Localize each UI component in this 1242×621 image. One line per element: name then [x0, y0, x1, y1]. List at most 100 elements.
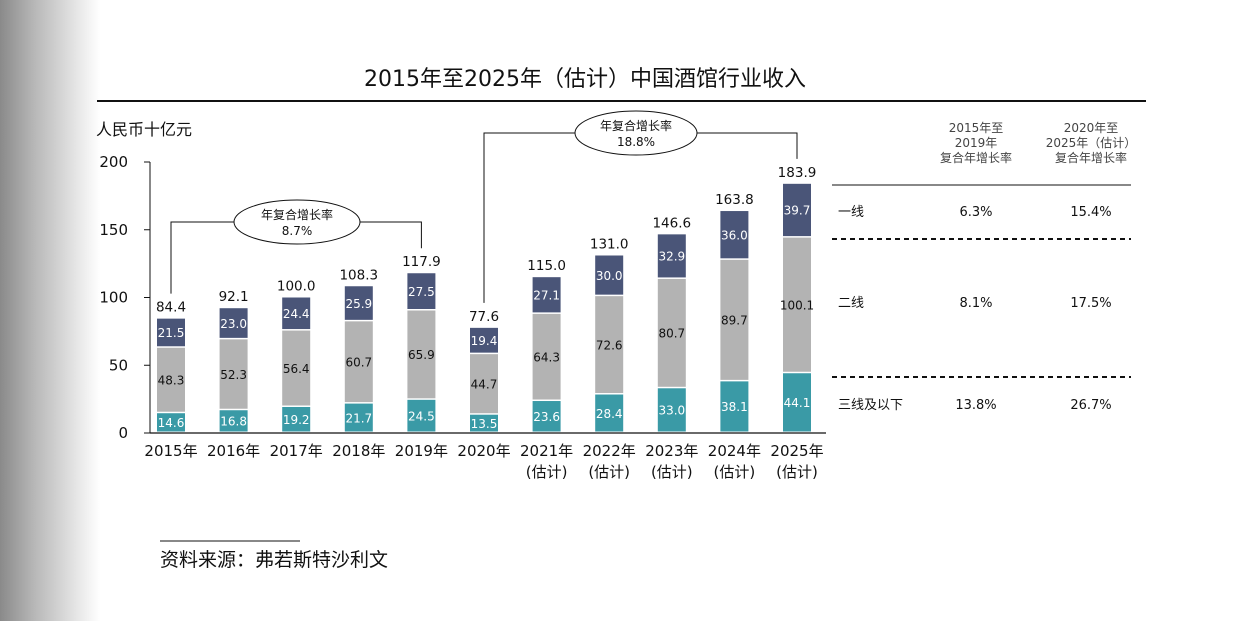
x-tick-label: 2025年	[770, 442, 823, 460]
bar-segment-tier1	[157, 318, 185, 347]
segment-value-label: 60.7	[345, 355, 372, 369]
segment-value-label: 21.5	[158, 326, 185, 340]
segment-value-label: 64.3	[533, 350, 560, 364]
bar-segment-tier3	[157, 413, 185, 432]
table-header-text: 2020年至	[1064, 121, 1119, 135]
x-tick-label: 2020年	[457, 442, 510, 460]
bar-segment-tier3	[657, 388, 686, 432]
x-tick-label: (估计)	[588, 463, 630, 481]
bar-total-label: 108.3	[339, 267, 378, 283]
bar-segment-tier1	[282, 297, 311, 330]
bar-segment-tier3	[470, 414, 498, 432]
table-row-label: 三线及以下	[838, 398, 903, 413]
cagr-bracket	[483, 132, 798, 303]
x-axis-labels: 2015年 2016年 2017年 2018年 2019年 2020年 2021年 (估计) 2…	[144, 442, 823, 481]
segment-value-label: 39.7	[784, 204, 811, 218]
bar-segment-tier1	[783, 183, 811, 237]
y-tick-label: 150	[99, 221, 128, 239]
table-cell: 26.7%	[1070, 398, 1111, 413]
cagr-callout-text: 年复合增长率	[261, 207, 333, 222]
segment-value-label: 52.3	[220, 368, 247, 382]
x-tick-label: (估计)	[714, 463, 756, 481]
segment-value-label: 19.4	[471, 334, 498, 348]
bar-segment-tier3	[282, 406, 311, 432]
bar-total-label: 163.8	[715, 192, 754, 208]
bar-segment-tier1	[219, 308, 248, 338]
segment-value-label: 19.2	[283, 413, 310, 427]
x-tick-label: 2024年	[708, 442, 761, 460]
bar-segment-tier3	[407, 399, 436, 432]
x-tick-label: 2015年	[144, 442, 197, 460]
bar-total-label: 77.6	[469, 309, 499, 325]
table-header-text: 2025年（估计）	[1046, 136, 1137, 150]
segment-value-label: 89.7	[721, 314, 748, 328]
table-header-text: 复合年增长率	[1055, 150, 1127, 165]
bar-total-label: 92.1	[219, 289, 249, 305]
segment-value-label: 24.5	[408, 409, 435, 423]
segment-value-label: 27.1	[533, 289, 560, 303]
bar-segment-tier2	[595, 296, 624, 394]
segment-value-label: 44.1	[784, 396, 811, 410]
x-tick-label: 2022年	[583, 442, 636, 460]
bar-segment-tier2	[720, 259, 749, 380]
y-tick-label: 0	[118, 424, 128, 442]
segment-value-label: 65.9	[408, 348, 435, 362]
segment-value-label: 56.4	[283, 362, 310, 376]
table-cell: 8.1%	[959, 296, 992, 311]
chart-title: 2015年至2025年（估计）中国酒馆行业收入	[364, 67, 806, 92]
x-tick-label: (估计)	[651, 463, 693, 481]
segment-value-label: 25.9	[345, 297, 372, 311]
x-tick-label: 2019年	[395, 442, 448, 460]
bar-segment-tier2	[407, 310, 436, 399]
cagr-annotations: 年复合增长率 8.7% 年复合增长率 18.8%	[170, 110, 798, 303]
bar-segment-tier1	[532, 277, 561, 313]
bar-segment-tier3	[532, 401, 561, 432]
bar-segment-tier2	[157, 347, 185, 412]
segment-value-label: 23.6	[533, 410, 560, 424]
bar-total-label: 115.0	[527, 258, 566, 274]
bar-segment-tier2	[783, 237, 811, 372]
segment-value-label: 13.5	[471, 417, 498, 431]
segment-value-label: 80.7	[658, 327, 685, 341]
bar-segment-tier2	[470, 354, 498, 414]
bars: 14.6 48.3 21.5 84.4 16.8 52.3 23.0 92.1 19.2 56.4…	[156, 165, 816, 432]
bar-total-label: 117.9	[402, 254, 441, 270]
x-tick-label: 2018年	[332, 442, 385, 460]
y-tick-label: 50	[109, 356, 128, 374]
segment-value-label: 48.3	[158, 373, 185, 387]
cagr-table: 2015年至2019年复合年增长率2020年至2025年（估计）复合年增长率一线…	[832, 121, 1136, 413]
table-header-text: 2015年至	[949, 121, 1004, 135]
y-tick-label: 200	[99, 153, 128, 171]
x-tick-label: 2023年	[645, 442, 698, 460]
segment-value-label: 44.7	[471, 377, 498, 391]
table-header-text: 2019年	[955, 136, 998, 150]
segment-value-label: 100.1	[780, 298, 814, 312]
x-tick-label: (估计)	[526, 463, 568, 481]
cagr-callout-text: 18.8%	[617, 135, 655, 149]
segment-value-label: 28.4	[596, 407, 623, 421]
segment-value-label: 38.1	[721, 400, 748, 414]
source-note: 资料来源：弗若斯特沙利文	[160, 549, 388, 571]
bar-segment-tier2	[657, 278, 686, 387]
bar-total-label: 131.0	[590, 236, 629, 252]
page-edge-shadow	[0, 0, 100, 621]
table-cell: 17.5%	[1070, 296, 1111, 311]
segment-value-label: 36.0	[721, 228, 748, 242]
table-header-text: 复合年增长率	[940, 150, 1012, 165]
y-tick-label: 100	[99, 289, 128, 307]
segment-value-label: 23.0	[220, 317, 247, 331]
segment-value-label: 33.0	[658, 404, 685, 418]
bar-segment-tier1	[595, 255, 624, 295]
bar-segment-tier3	[344, 403, 373, 432]
bar-segment-tier3	[595, 394, 624, 432]
table-row-label: 一线	[838, 205, 864, 220]
bar-segment-tier1	[657, 234, 686, 278]
x-tick-label: 2017年	[270, 442, 323, 460]
bar-segment-tier2	[532, 313, 561, 400]
segment-value-label: 24.4	[283, 307, 310, 321]
cagr-callout-bubble	[574, 110, 698, 156]
segment-value-label: 72.6	[596, 338, 623, 352]
bar-segment-tier1	[470, 327, 498, 353]
cagr-callout-text: 8.7%	[282, 224, 313, 238]
